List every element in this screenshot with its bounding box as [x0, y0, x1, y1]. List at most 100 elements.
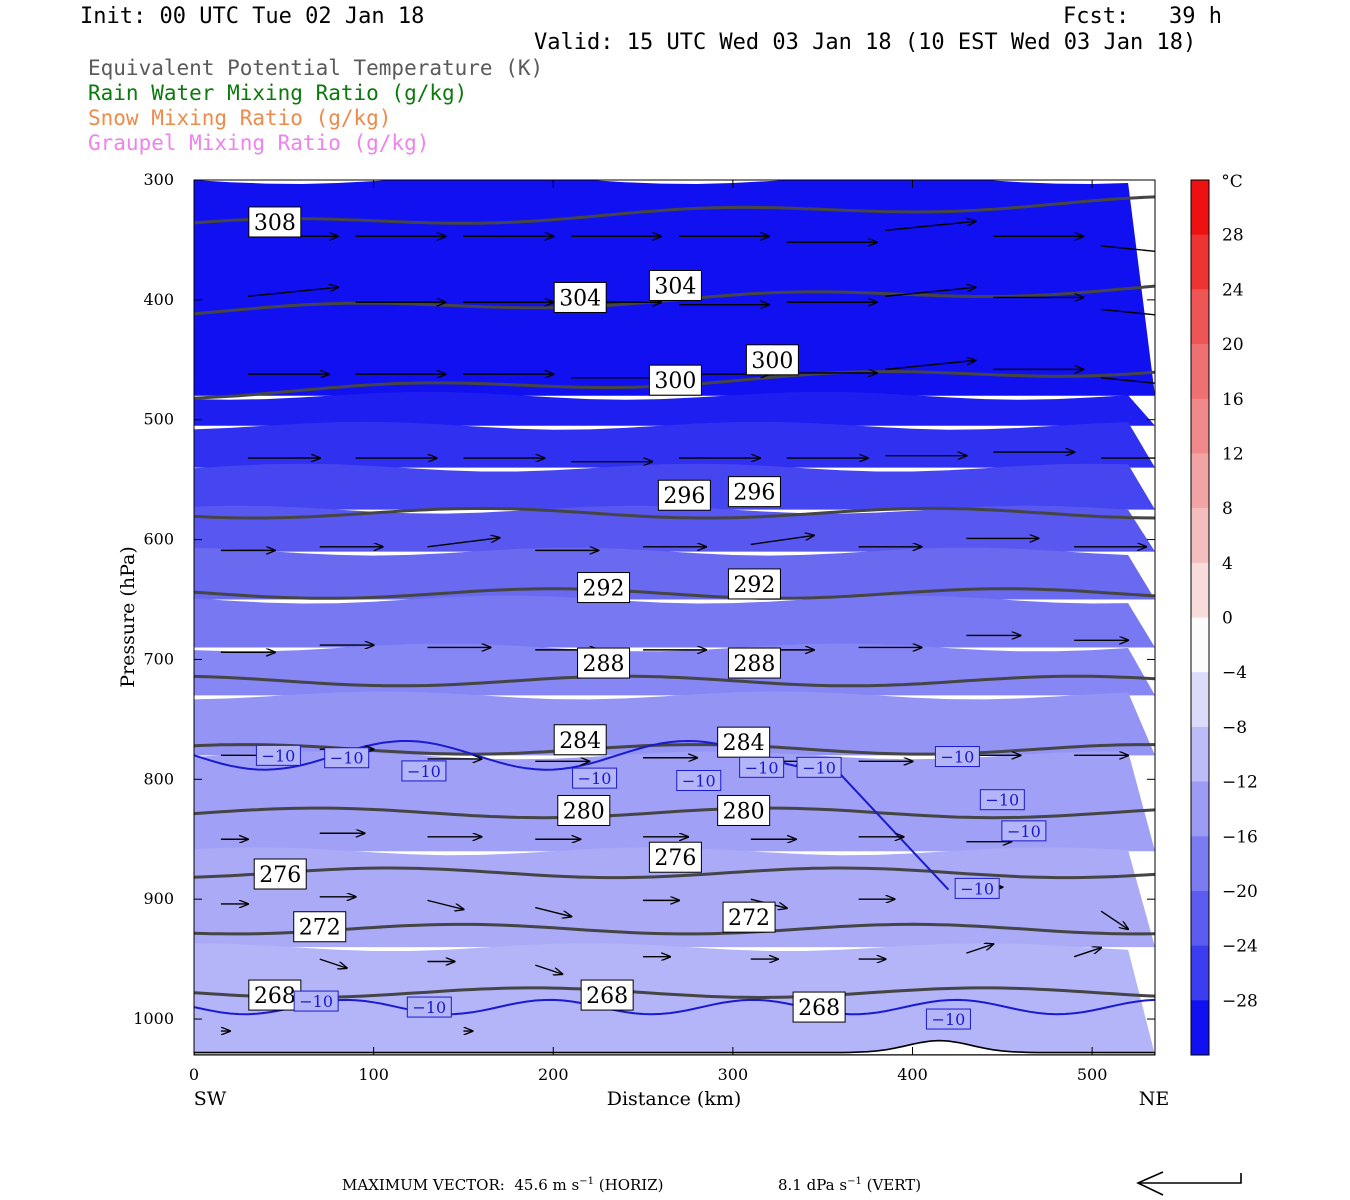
temperature-label: −10 [682, 772, 716, 791]
temperature-label: −10 [330, 749, 364, 768]
wind-vector [535, 906, 571, 917]
theta-e-label: 296 [733, 481, 775, 506]
y-tick-label: 300 [143, 170, 174, 189]
wind-vector [750, 535, 814, 546]
temperature-label: −10 [1007, 822, 1041, 841]
temperature-label: −10 [578, 769, 612, 788]
x-tick-label: 300 [718, 1065, 749, 1084]
init-time: Init: 00 UTC Tue 02 Jan 18 [80, 4, 425, 29]
colorbar-band [1191, 289, 1209, 345]
temperature-label-box [572, 767, 618, 789]
colorbar: 28 24 20 16 12 8 4 0 −4 −8 −12 −16 −20 −24 −28 [1190, 179, 1258, 1056]
theta-e-label: 272 [299, 916, 341, 941]
theta-e-label: 268 [254, 984, 296, 1009]
y-tick-label: 500 [143, 410, 174, 429]
y-tick-label: 1000 [133, 1009, 174, 1028]
wind-vector [885, 221, 976, 232]
x-tick-label: 100 [358, 1065, 389, 1084]
wind-vector [966, 944, 993, 954]
temperature-contour-minus10-lower [194, 998, 1155, 1016]
sw-end-label: SW [194, 1088, 227, 1110]
x-axis-label: Distance (km) [607, 1088, 742, 1110]
terrain [194, 1039, 1155, 1055]
temperature-labels: −10 −10 −10 −10 −10 −10 −10 −10 −10 −10 −10 −10 −10 −… [255, 744, 1047, 1030]
temperature-label-box [979, 789, 1025, 811]
y-axis-label: Pressure (hPa) [117, 546, 139, 688]
theta-e-label: 288 [733, 652, 775, 677]
theta-e-contour-308 [194, 195, 1155, 225]
theta-e-label-box [557, 794, 611, 826]
y-tick-label: 900 [143, 889, 174, 908]
theta-e-label-box [648, 269, 702, 301]
colorbar-band [1191, 617, 1209, 673]
theta-e-contour-296 [194, 506, 1155, 520]
wind-vector [1100, 910, 1128, 929]
y-tick-label: 700 [143, 649, 174, 668]
x-tick-label: 0 [189, 1065, 199, 1084]
max-vector-horiz: MAXIMUM VECTOR: 45.6 m s−1 (HORIZ) [342, 1176, 664, 1194]
x-tick-label: 400 [897, 1065, 928, 1084]
wind-vector [427, 899, 464, 909]
temperature-label: −10 [412, 998, 446, 1017]
theta-e-label-box [248, 979, 302, 1011]
theta-e-labels: 308 304 304 300 300 296 296 292 292 288 288 284 284 2… [248, 206, 846, 1023]
wind-vector [1073, 948, 1101, 958]
theta-e-label: 268 [586, 984, 628, 1009]
theta-e-contours [194, 195, 1155, 1000]
theta-e-label-box [293, 911, 347, 943]
valid-time: Valid: 15 UTC Wed 03 Jan 18 (10 EST Wed … [534, 30, 1197, 55]
temperature-label-box [676, 770, 722, 792]
theta-e-label: 268 [798, 996, 840, 1021]
colorbar-band [1191, 234, 1209, 290]
wind-vector [1101, 377, 1155, 384]
y-tick-label: 800 [143, 769, 174, 788]
colorbar-band [1191, 945, 1209, 1001]
x-tick-label: 500 [1077, 1065, 1108, 1084]
wind-vector [319, 958, 347, 968]
theta-e-label-box [553, 281, 607, 313]
theta-e-label-box [577, 572, 631, 604]
colorbar-label: −4 [1222, 663, 1247, 683]
colorbar-label: −28 [1222, 991, 1258, 1011]
temperature-band [194, 391, 1155, 426]
wind-vector [427, 538, 500, 548]
theta-e-label: 280 [723, 799, 765, 824]
theta-e-label-box [577, 647, 631, 679]
axes: 0 100 200 300 400 500 300 400 500 600 700 800 900 100… [133, 170, 1155, 1084]
wind-vector [247, 287, 338, 297]
colorbar-band [1191, 726, 1209, 783]
plot-frame [193, 179, 1156, 1056]
legend-rain-water: Rain Water Mixing Ratio (g/kg) [88, 81, 468, 105]
temperature-band [194, 691, 1155, 756]
wind-vector [1101, 308, 1155, 316]
theta-e-contour-276 [194, 866, 1155, 880]
colorbar-label: −12 [1222, 773, 1258, 793]
legend-snow: Snow Mixing Ratio (g/kg) [88, 106, 392, 130]
colorbar-label: 4 [1222, 554, 1233, 574]
temperature-label-box [406, 996, 452, 1018]
colorbar-label: −8 [1222, 718, 1247, 738]
theta-e-label-box [727, 568, 781, 600]
ne-end-label: NE [1139, 1088, 1170, 1110]
theta-e-label: 300 [654, 369, 696, 394]
temperature-band [194, 643, 1155, 696]
colorbar-band [1191, 562, 1209, 618]
temperature-band [194, 943, 1155, 1055]
theta-e-label-box [722, 901, 776, 933]
theta-e-label-box [253, 858, 307, 890]
theta-e-label-box [717, 794, 771, 826]
colorbar-label: 24 [1222, 280, 1244, 300]
temperature-label: −10 [932, 1010, 966, 1029]
temperature-band [194, 421, 1155, 468]
temperature-label-box [401, 760, 447, 782]
theta-e-label-box [792, 991, 846, 1023]
temperature-label-box [739, 756, 785, 778]
colorbar-band [1191, 836, 1209, 892]
colorbar-unit: °C [1221, 172, 1243, 192]
theta-e-label: 272 [728, 906, 770, 931]
temperature-label: −10 [941, 748, 975, 767]
theta-e-contour-268 [194, 986, 1155, 1000]
theta-e-label-box [745, 344, 799, 376]
theta-e-label: 284 [559, 729, 601, 754]
